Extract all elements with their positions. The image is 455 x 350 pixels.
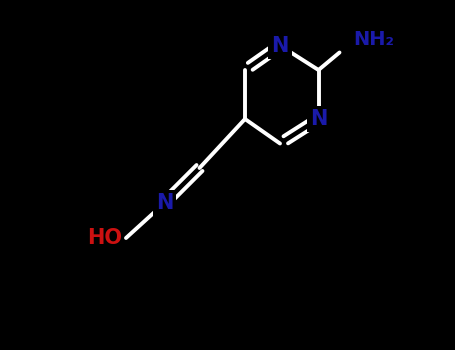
Text: N: N xyxy=(271,35,288,56)
Text: NH₂: NH₂ xyxy=(354,30,394,49)
Text: N: N xyxy=(156,193,173,213)
Text: N: N xyxy=(310,109,327,129)
Text: HO: HO xyxy=(87,228,122,248)
